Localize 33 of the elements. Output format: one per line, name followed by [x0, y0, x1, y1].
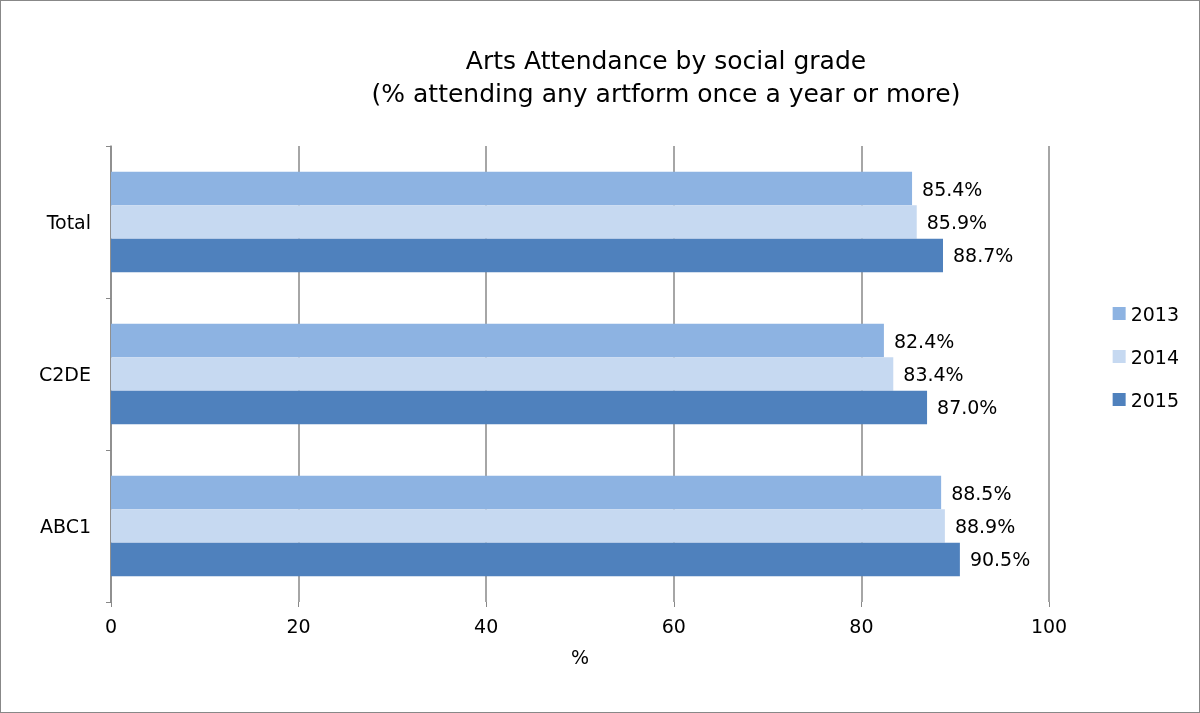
data-label: 82.4%	[893, 329, 955, 352]
y-tick-label: ABC1	[39, 515, 91, 537]
y-tick-label: Total	[45, 211, 91, 233]
legend-label: 2013	[1130, 302, 1180, 325]
data-label: 85.9%	[926, 211, 988, 233]
bar	[111, 509, 945, 543]
bar	[111, 390, 928, 425]
x-axis-title: %	[570, 645, 590, 668]
bar	[111, 205, 917, 239]
legend-label: 2015	[1130, 388, 1180, 411]
data-label: 87.0%	[937, 396, 998, 419]
bar	[111, 542, 960, 577]
bar	[111, 238, 944, 273]
data-label: 88.5%	[951, 481, 1012, 504]
data-label: 88.9%	[954, 515, 1016, 537]
x-tick-label: 0	[104, 614, 118, 637]
x-tick-label: 80	[849, 614, 874, 637]
x-tick-label: 60	[661, 614, 686, 637]
data-label: 85.4%	[922, 177, 983, 200]
x-tick-label: 100	[1030, 614, 1068, 637]
bar	[111, 475, 942, 510]
data-label: 90.5%	[969, 548, 1031, 571]
bar	[111, 171, 913, 206]
y-tick-label: C2DE	[39, 363, 91, 385]
x-tick-label: 40	[474, 614, 499, 637]
bar	[111, 357, 894, 391]
data-label: 88.7%	[953, 244, 1014, 267]
chart-title: Arts Attendance by social grade	[465, 46, 867, 75]
x-tick-label: 20	[286, 614, 311, 637]
legend-label: 2014	[1130, 345, 1180, 368]
chart-subtitle: (% attending any artform once a year or more)	[371, 79, 961, 108]
bar	[111, 323, 884, 358]
data-label: 83.4%	[903, 363, 964, 385]
